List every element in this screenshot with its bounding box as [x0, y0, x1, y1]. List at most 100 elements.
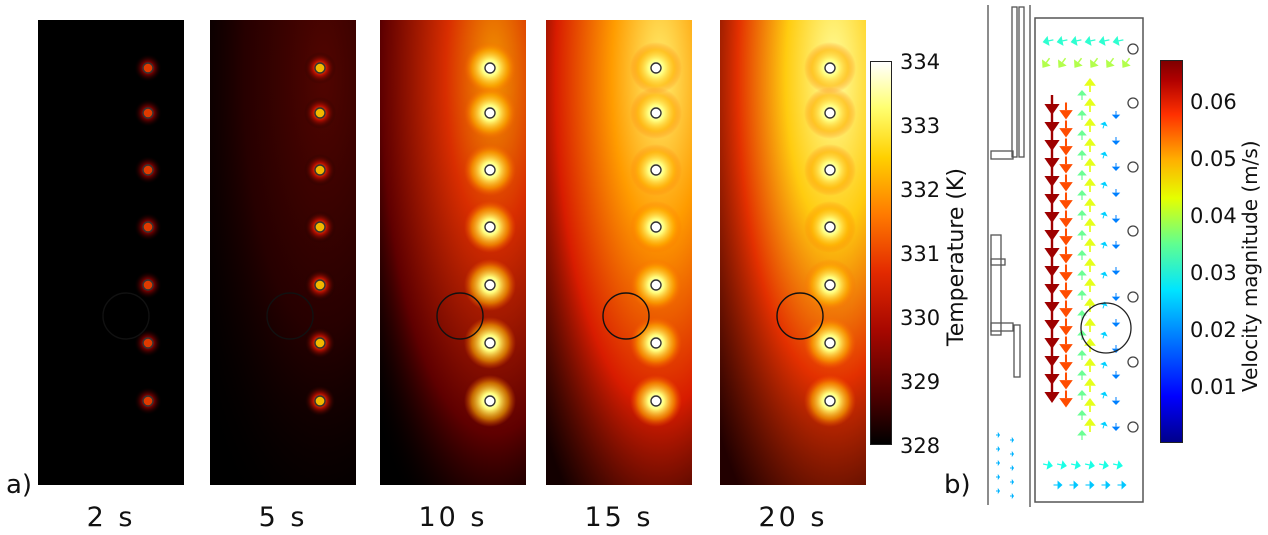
velocity-arrow-head [1084, 35, 1092, 46]
velocity-arrow-head [1044, 122, 1060, 133]
velocity-arrow-head [1059, 308, 1073, 318]
velocity-arrow-shaft [1076, 39, 1082, 42]
object-outline [436, 292, 484, 340]
temperature-snapshot-2s [38, 20, 184, 485]
heat-source-marker [650, 395, 662, 407]
velocity-arrow-head [1059, 236, 1073, 246]
temperature-tick: 333 [900, 114, 941, 138]
velocity-arrow-head [1044, 374, 1060, 385]
object-outline [602, 292, 650, 340]
heat-source-marker [484, 107, 496, 119]
velocity-arrow-head [1084, 418, 1096, 426]
temperature-axis-title: Temperature (K) [944, 168, 969, 346]
temperature-tick: 329 [900, 370, 941, 394]
velocity-arrow-head [1044, 140, 1060, 151]
velocity-arrow-head [1011, 436, 1014, 444]
velocity-arrow-head [1059, 362, 1073, 372]
velocity-arrow-head [1084, 98, 1096, 106]
velocity-tick: 0.03 [1190, 261, 1237, 285]
velocity-arrow-head [1044, 338, 1060, 349]
temperature-snapshot-10s [380, 20, 526, 485]
velocity-arrow-head [1059, 200, 1073, 210]
velocity-arrow-head [1046, 460, 1053, 470]
panel-a-label: a) [6, 470, 33, 500]
velocity-field-plot [987, 5, 1144, 507]
velocity-arrow-head [1111, 192, 1121, 197]
velocity-arrow-head [1056, 35, 1064, 46]
velocity-arrow-head [1077, 150, 1087, 156]
heat-source-marker [314, 337, 326, 349]
velocity-arrow-shaft [1061, 57, 1067, 63]
velocity-arrow-head [1044, 392, 1060, 403]
velocity-tick: 0.06 [1190, 90, 1237, 114]
velocity-arrow-head [1111, 114, 1121, 119]
heat-source-marker [824, 279, 836, 291]
heat-source-marker [142, 279, 154, 291]
velocity-arrow-head [1084, 78, 1096, 86]
velocity-arrow-shaft [1102, 155, 1105, 159]
velocity-tick: 0.05 [1190, 147, 1237, 171]
velocity-arrow-head [1077, 410, 1087, 416]
velocity-arrow-head [1077, 310, 1087, 316]
velocity-arrow-head [1059, 164, 1073, 174]
velocity-arrow-head [1077, 90, 1087, 96]
velocity-arrow-shaft [1102, 275, 1105, 279]
velocity-arrow-head [1100, 181, 1108, 187]
heat-source-marker [1127, 225, 1139, 237]
heat-source-marker [484, 164, 496, 176]
heat-source-marker [824, 395, 836, 407]
velocity-arrow-head [1070, 35, 1078, 46]
velocity-arrow-head [1100, 301, 1108, 307]
velocity-arrow-head [1077, 210, 1087, 216]
velocity-arrow-head [1105, 480, 1111, 490]
velocity-arrow-shaft [1102, 185, 1105, 189]
heat-source-marker [314, 107, 326, 119]
time-label-2s: 2 s [86, 502, 136, 533]
velocity-arrow-head [1074, 59, 1083, 68]
velocity-arrow-head [1121, 480, 1127, 490]
time-label-20s: 20 s [758, 502, 828, 533]
velocity-arrow-shaft [1084, 463, 1090, 466]
velocity-arrow-head [1100, 241, 1108, 247]
velocity-arrow-head [1058, 59, 1067, 68]
velocity-arrow-head [1060, 460, 1067, 470]
velocity-arrow-head [1044, 230, 1060, 241]
velocity-arrow-head [1059, 344, 1073, 354]
velocity-arrow-shaft [1102, 395, 1105, 399]
velocity-arrow-head [1077, 250, 1087, 256]
velocity-arrow-shaft [1102, 425, 1105, 429]
velocity-axis-title: Velocity magnitude (m/s) [1238, 140, 1262, 392]
heat-source-marker [1127, 161, 1139, 173]
velocity-arrow-head [1044, 302, 1060, 313]
object-outline [266, 292, 314, 340]
velocity-arrow-shaft [1098, 463, 1104, 466]
velocity-arrow-head [997, 431, 1000, 439]
temperature-colorbar [870, 61, 892, 445]
velocity-arrow-head [1084, 178, 1096, 186]
velocity-arrow-head [1011, 450, 1014, 458]
velocity-arrow-shaft [1102, 125, 1105, 129]
temperature-snapshot-20s [720, 20, 866, 485]
velocity-arrow-shaft [1045, 57, 1051, 63]
velocity-arrow-head [1044, 194, 1060, 205]
temperature-tick: 328 [900, 434, 941, 458]
velocity-arrow-head [1084, 378, 1096, 386]
velocity-arrow-shaft [1070, 463, 1076, 466]
velocity-arrow-shaft [1102, 245, 1105, 249]
heat-source-marker [650, 337, 662, 349]
velocity-arrow-head [1084, 138, 1096, 146]
velocity-arrow-shaft [1102, 365, 1105, 369]
heat-source-marker [1127, 43, 1139, 55]
velocity-arrow-head [1084, 158, 1096, 166]
velocity-arrow-shaft [1042, 463, 1048, 466]
object-outline [776, 292, 824, 340]
velocity-arrow-head [1112, 35, 1120, 46]
heat-source-marker [142, 107, 154, 119]
velocity-arrow-head [1011, 478, 1014, 486]
velocity-arrow-shaft [1118, 39, 1124, 42]
velocity-arrow-head [1059, 218, 1073, 228]
velocity-arrow-head [1111, 218, 1121, 223]
velocity-arrow-head [1077, 370, 1087, 376]
heat-source-marker [142, 221, 154, 233]
velocity-arrow-head [1100, 121, 1108, 127]
